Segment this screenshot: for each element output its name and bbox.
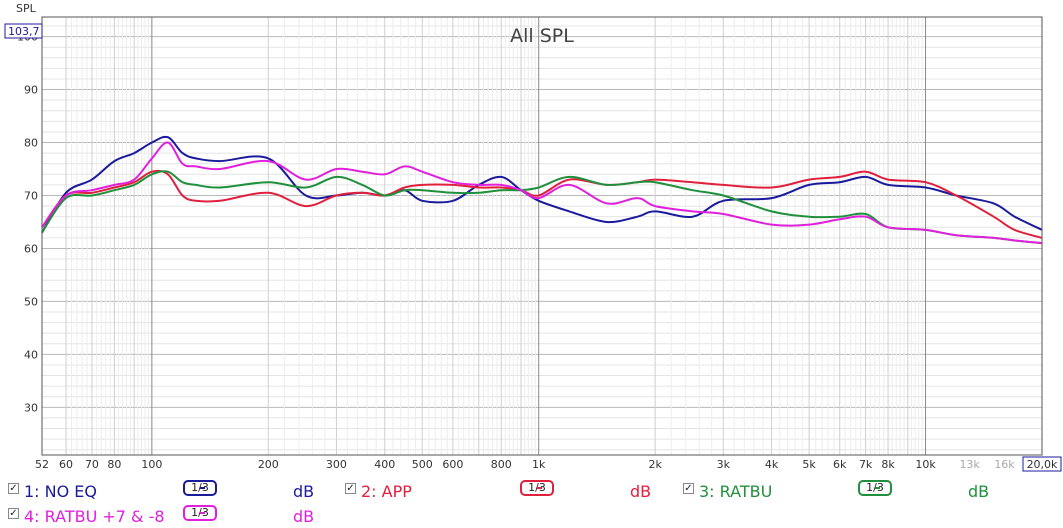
x-tick-label: 13k [959,458,980,471]
x-tick-label: 80 [107,458,121,471]
y-tick-label: 50 [24,295,38,308]
y-axis-title: SPL [16,2,37,15]
x-tick-label: 2k [648,458,662,471]
x-tick-label: 52 [35,458,49,471]
x-max-box [1022,456,1062,472]
x-tick-label: 400 [374,458,395,471]
x-tick-label: 500 [412,458,433,471]
unit-label: dB [293,482,315,501]
x-tick-label: 5k [802,458,816,471]
smoothing-button[interactable]: 1/3 [858,480,892,496]
plot-frame [41,16,1043,456]
smoothing-button[interactable]: 1/3 [183,480,217,496]
y-tick-label: 60 [24,242,38,255]
x-tick-label: 16k [994,458,1015,471]
y-tick-label: 70 [24,189,38,202]
series-checkbox[interactable]: ✓ [345,483,356,494]
x-tick-label: 7k [859,458,873,471]
smoothing-button[interactable]: 1/3 [520,480,554,496]
x-tick-label: 100 [141,458,162,471]
x-tick-label: 600 [442,458,463,471]
series-line-1 [41,135,1043,234]
x-tick-label: 6k [833,458,847,471]
chart-title: All SPL [510,25,574,47]
unit-label: dB [293,507,315,526]
y-tick-label: 90 [24,84,38,97]
unit-label: dB [630,482,652,501]
y-tick-label: 80 [24,137,38,150]
grid [42,16,1043,455]
x-tick-label: 10k [915,458,936,471]
x-tick-label: 70 [85,458,99,471]
y-tick-label: 40 [24,348,38,361]
series-checkbox[interactable]: ✓ [8,483,19,494]
legend-label: 2: APP [361,482,412,501]
x-tick-label: 4k [765,458,779,471]
series-line-3 [41,170,1043,245]
series-checkbox[interactable]: ✓ [8,508,19,519]
legend-label: 3: RATBU [699,482,773,501]
x-tick-label: 1k [532,458,546,471]
series-checkbox[interactable]: ✓ [683,483,694,494]
x-tick-label: 200 [258,458,279,471]
y-max-box[interactable] [4,23,43,39]
x-tick-label: 8k [881,458,895,471]
unit-label: dB [968,482,990,501]
legend-label: 4: RATBU +7 & -8 [24,507,165,526]
y-tick-label: 30 [24,401,38,414]
series-lines [41,135,1043,245]
series-line-4 [41,141,1043,245]
legend-label: 1: NO EQ [24,482,98,501]
x-tick-label: 20,0k [1027,458,1058,471]
x-tick-label: 800 [491,458,512,471]
x-tick-label: 300 [326,458,347,471]
x-tick-label: 3k [717,458,731,471]
series-line-2 [41,169,1043,239]
y-max-label: 103,7 [8,25,40,38]
smoothing-button[interactable]: 1/3 [183,505,217,521]
x-tick-label: 60 [59,458,73,471]
tick-labels: 3040506070809010052607080100200300400500… [17,31,1062,472]
